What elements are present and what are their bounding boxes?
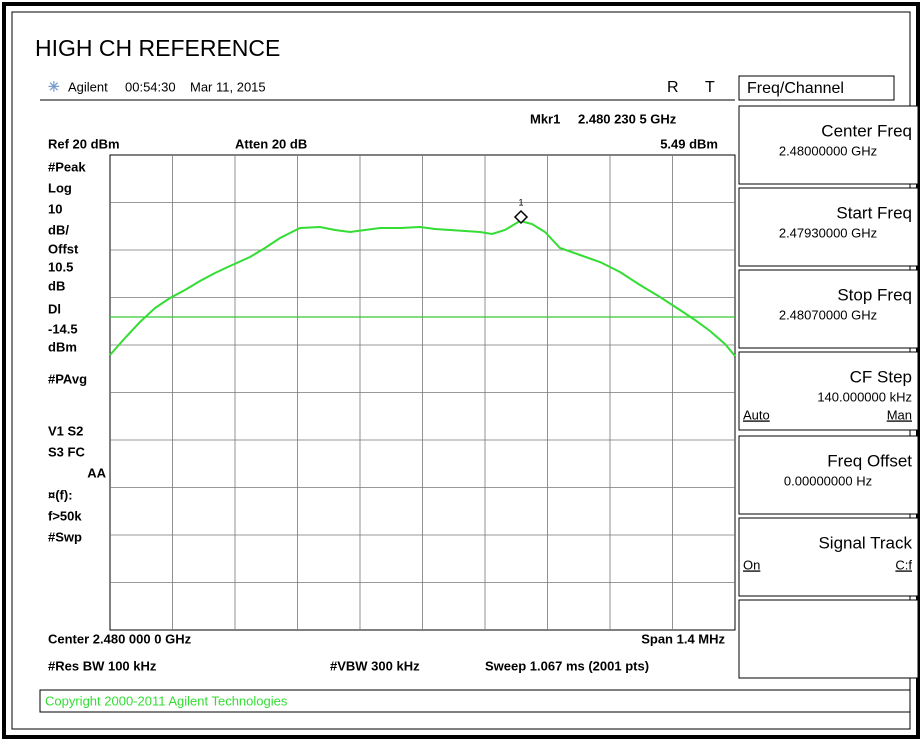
- center-freq: Center 2.480 000 0 GHz: [48, 631, 192, 646]
- time: 00:54:30: [125, 79, 176, 94]
- softkey[interactable]: [738, 599, 919, 679]
- side-label: Dl: [48, 301, 61, 316]
- side-label: S3 FC: [48, 444, 85, 459]
- softkey-label: Freq Offset: [827, 451, 912, 470]
- side-label: AA: [87, 465, 106, 480]
- softkey-value: 2.47930000 GHz: [779, 225, 877, 240]
- title: HIGH CH REFERENCE: [35, 35, 280, 61]
- softkey[interactable]: [738, 517, 919, 597]
- side-label: 10: [48, 201, 62, 216]
- side-label: Log: [48, 180, 72, 195]
- softkey[interactable]: [738, 105, 919, 185]
- sweep: Sweep 1.067 ms (2001 pts): [485, 658, 649, 673]
- menu-title-box: [738, 75, 895, 101]
- softkey-label: Signal Track: [818, 533, 912, 552]
- side-label: #PAvg: [48, 371, 87, 386]
- side-label: dBm: [48, 339, 77, 354]
- side-label: V1 S2: [48, 423, 83, 438]
- side-label: #Swp: [48, 529, 82, 544]
- softkey-option: C:f: [895, 557, 912, 572]
- side-label: dB: [48, 278, 65, 293]
- side-label: ¤(f):: [48, 487, 73, 502]
- marker-frequency: 2.480 230 5 GHz: [578, 111, 677, 126]
- softkey-option: Man: [887, 407, 912, 422]
- softkey-label: CF Step: [850, 367, 912, 386]
- copyright: Copyright 2000-2011 Agilent Technologies: [45, 693, 288, 708]
- side-label: Offst: [48, 241, 79, 256]
- softkey[interactable]: [738, 435, 919, 515]
- softkey-value: 2.48000000 GHz: [779, 143, 877, 158]
- vbw: #VBW 300 kHz: [330, 658, 420, 673]
- flag: R: [667, 79, 679, 96]
- ref-level: Ref 20 dBm: [48, 136, 120, 151]
- softkey-option: On: [743, 557, 760, 572]
- softkey-label: Start Freq: [836, 203, 912, 222]
- brand: Agilent: [68, 79, 108, 94]
- softkey[interactable]: [738, 269, 919, 349]
- side-label: f>50k: [48, 508, 82, 523]
- side-label: 10.5: [48, 259, 73, 274]
- softkey-label: Center Freq: [821, 121, 912, 140]
- softkey[interactable]: [738, 351, 919, 431]
- span: Span 1.4 MHz: [641, 631, 725, 646]
- side-label: dB/: [48, 222, 69, 237]
- marker-label: Mkr1: [530, 111, 560, 126]
- copyright-bar: [39, 689, 911, 713]
- softkey[interactable]: [738, 187, 919, 267]
- marker-level: 5.49 dBm: [660, 136, 718, 151]
- rbw: #Res BW 100 kHz: [48, 658, 157, 673]
- softkey-value: 0.00000000 Hz: [784, 473, 872, 488]
- icon: ✳: [48, 79, 60, 95]
- side-label: #Peak: [48, 159, 86, 174]
- trace: [109, 219, 736, 357]
- softkey-value: 140.000000 kHz: [817, 389, 912, 404]
- menu-title: Freq/Channel: [747, 80, 844, 97]
- softkey-label: Stop Freq: [837, 285, 912, 304]
- softkey-option: Auto: [743, 407, 770, 422]
- marker: [513, 209, 529, 225]
- side-label: -14.5: [48, 321, 78, 336]
- graticule: [109, 154, 736, 631]
- date: Mar 11, 2015: [190, 79, 266, 94]
- flag: T: [705, 79, 715, 96]
- attenuation: Atten 20 dB: [235, 136, 307, 151]
- softkey-value: 2.48070000 GHz: [779, 307, 877, 322]
- marker-number: 1: [518, 197, 523, 207]
